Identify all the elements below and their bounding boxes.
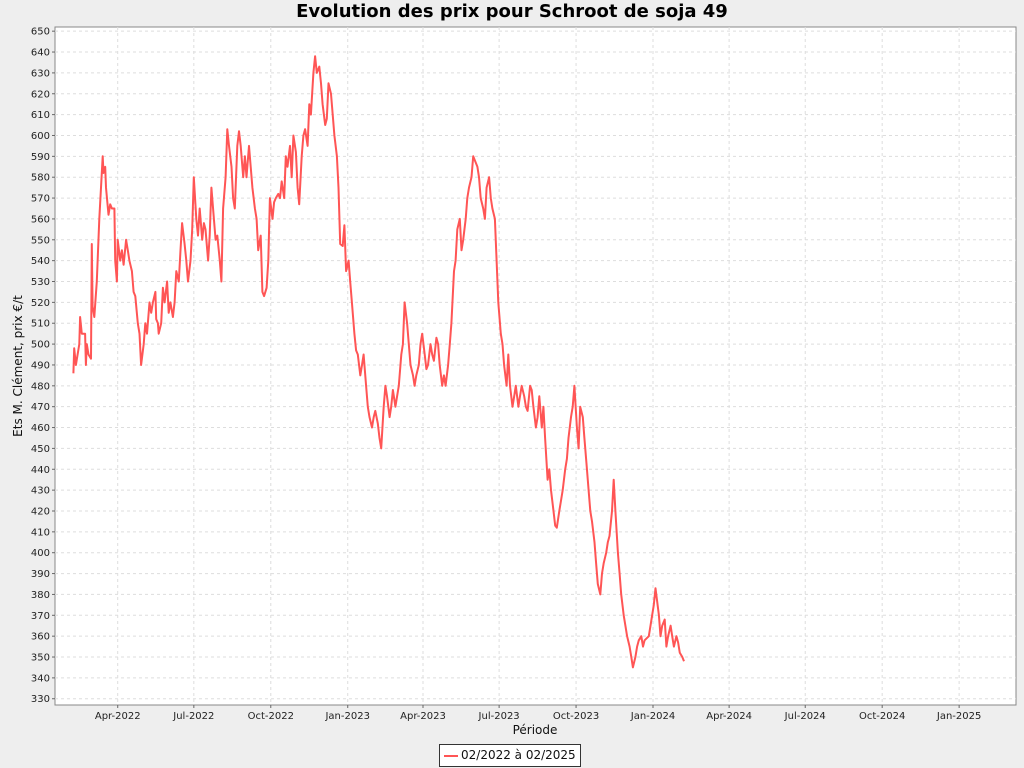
chart-svg: 330 340 350 360 370 380 390 400 410 420 430 440 450 4…	[11, 26, 1017, 737]
y-tick-label: 650	[31, 27, 50, 38]
x-tick-label: Apr-2023	[400, 711, 446, 722]
x-axis-title: Période	[513, 723, 558, 737]
chart-title: Evolution des prix pour Schroot de soja …	[296, 1, 728, 22]
legend-label: 02/2022 à 02/2025	[461, 748, 576, 762]
y-tick-label: 530	[31, 277, 50, 288]
y-tick-label: 620	[31, 89, 50, 100]
y-tick-label: 460	[31, 423, 50, 434]
y-tick-label: 500	[31, 340, 50, 351]
y-tick-label: 480	[31, 381, 50, 392]
y-axis-title: Ets M. Clément, prix €/t	[11, 295, 25, 437]
x-tick-label: Apr-2022	[95, 711, 141, 722]
series-line	[72, 55, 685, 669]
y-tick-label: 570	[31, 194, 50, 205]
y-tick-label: 430	[31, 486, 50, 497]
y-tick-label: 490	[31, 360, 50, 371]
legend-swatch	[444, 754, 458, 757]
x-tick-label: Jan-2024	[630, 711, 675, 722]
x-axis: Apr-2022 Jul-2022 Oct-2022 Jan-2023 Apr-2023…	[95, 705, 981, 722]
y-tick-label: 550	[31, 235, 50, 246]
y-tick-label: 450	[31, 444, 50, 455]
y-tick-label: 640	[31, 48, 50, 59]
x-tick-label: Oct-2024	[859, 711, 905, 722]
series-layer	[72, 55, 685, 669]
x-tick-label: Jul-2024	[784, 711, 826, 722]
y-tick-label: 470	[31, 402, 50, 413]
y-tick-label: 380	[31, 590, 50, 601]
y-tick-label: 560	[31, 214, 50, 225]
y-tick-label: 600	[31, 131, 50, 142]
y-tick-label: 520	[31, 298, 50, 309]
y-tick-label: 370	[31, 611, 50, 622]
y-tick-label: 630	[31, 68, 50, 79]
y-axis: 330 340 350 360 370 380 390 400 410 420 430 440 450 4…	[31, 27, 55, 705]
y-tick-label: 590	[31, 152, 50, 163]
legend: 02/2022 à 02/2025	[439, 744, 581, 767]
y-tick-label: 340	[31, 673, 50, 684]
plot-area	[54, 26, 1017, 706]
y-tick-label: 420	[31, 506, 50, 517]
y-tick-label: 330	[31, 694, 50, 705]
grid-lines	[55, 27, 1016, 705]
y-tick-label: 360	[31, 632, 50, 643]
y-tick-label: 580	[31, 173, 50, 184]
y-tick-label: 540	[31, 256, 50, 267]
x-tick-label: Oct-2023	[553, 711, 599, 722]
y-tick-label: 610	[31, 110, 50, 121]
x-tick-label: Jan-2023	[324, 711, 369, 722]
x-tick-label: Jul-2023	[478, 711, 520, 722]
x-tick-label: Oct-2022	[248, 711, 294, 722]
y-tick-label: 440	[31, 465, 50, 476]
y-tick-label: 390	[31, 569, 50, 580]
x-tick-label: Jan-2025	[936, 711, 981, 722]
y-tick-label: 350	[31, 653, 50, 664]
x-tick-label: Apr-2024	[706, 711, 752, 722]
y-tick-label: 410	[31, 527, 50, 538]
y-tick-label: 400	[31, 548, 50, 559]
x-tick-label: Jul-2022	[172, 711, 214, 722]
y-tick-label: 510	[31, 319, 50, 330]
